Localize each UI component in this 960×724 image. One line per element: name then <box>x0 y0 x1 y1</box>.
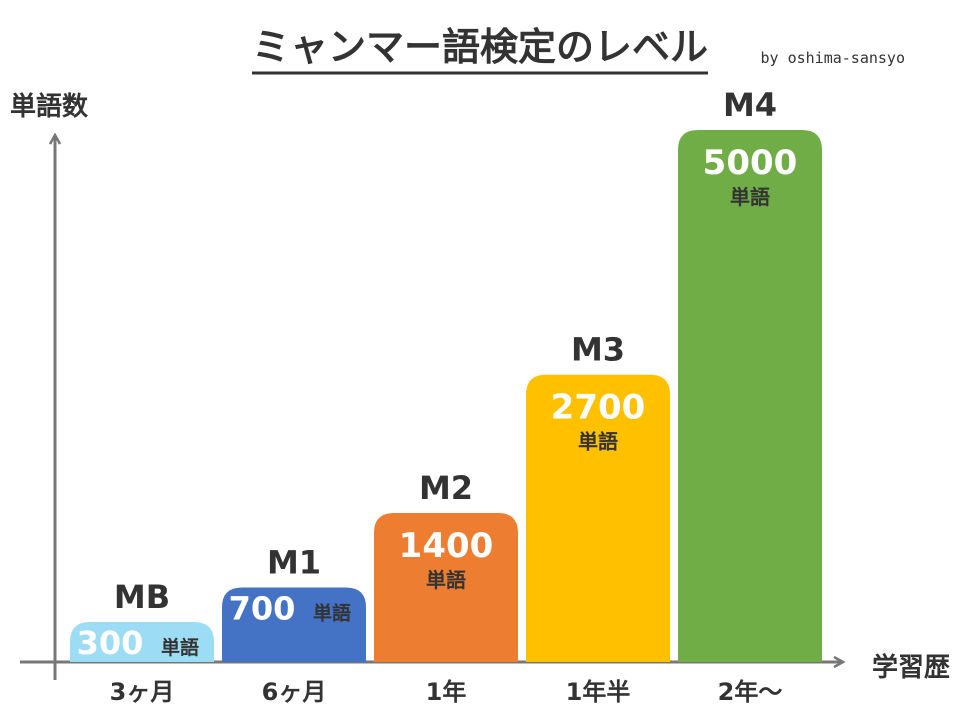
x-tick-label: 6ヶ月 <box>262 678 327 706</box>
credit-text: by oshima-sansyo <box>761 49 906 67</box>
level-label: M2 <box>419 469 473 507</box>
bar-m3 <box>526 374 670 662</box>
data-label-value: 2700 <box>551 388 646 428</box>
chart-title: ミャンマー語検定のレベル <box>252 25 708 69</box>
y-axis-label: 単語数 <box>10 91 89 122</box>
level-label: MB <box>114 578 170 616</box>
x-tick-label: 1年半 <box>566 678 631 706</box>
data-label-unit: 単語 <box>161 636 199 659</box>
data-label-value: 700 <box>229 590 296 628</box>
x-tick-label: 3ヶ月 <box>110 678 175 706</box>
data-label-unit: 単語 <box>426 568 466 592</box>
x-tick-label: 2年〜 <box>718 678 783 706</box>
bar-m1 <box>222 587 366 662</box>
level-label: M4 <box>723 86 777 124</box>
data-label-unit: 単語 <box>313 602 351 625</box>
bar-m2 <box>374 513 518 662</box>
data-label-unit: 単語 <box>730 185 770 209</box>
data-label-value: 5000 <box>703 143 798 183</box>
level-label: M3 <box>571 331 625 369</box>
data-label-unit: 単語 <box>578 430 618 454</box>
data-label-value: 300 <box>77 624 144 662</box>
bar-m4 <box>678 130 822 662</box>
data-label-value: 1400 <box>399 526 494 566</box>
level-label: M1 <box>267 544 321 582</box>
x-axis-label: 学習歴 <box>872 652 950 683</box>
bar-mb <box>70 622 214 662</box>
x-tick-label: 1年 <box>426 678 467 706</box>
